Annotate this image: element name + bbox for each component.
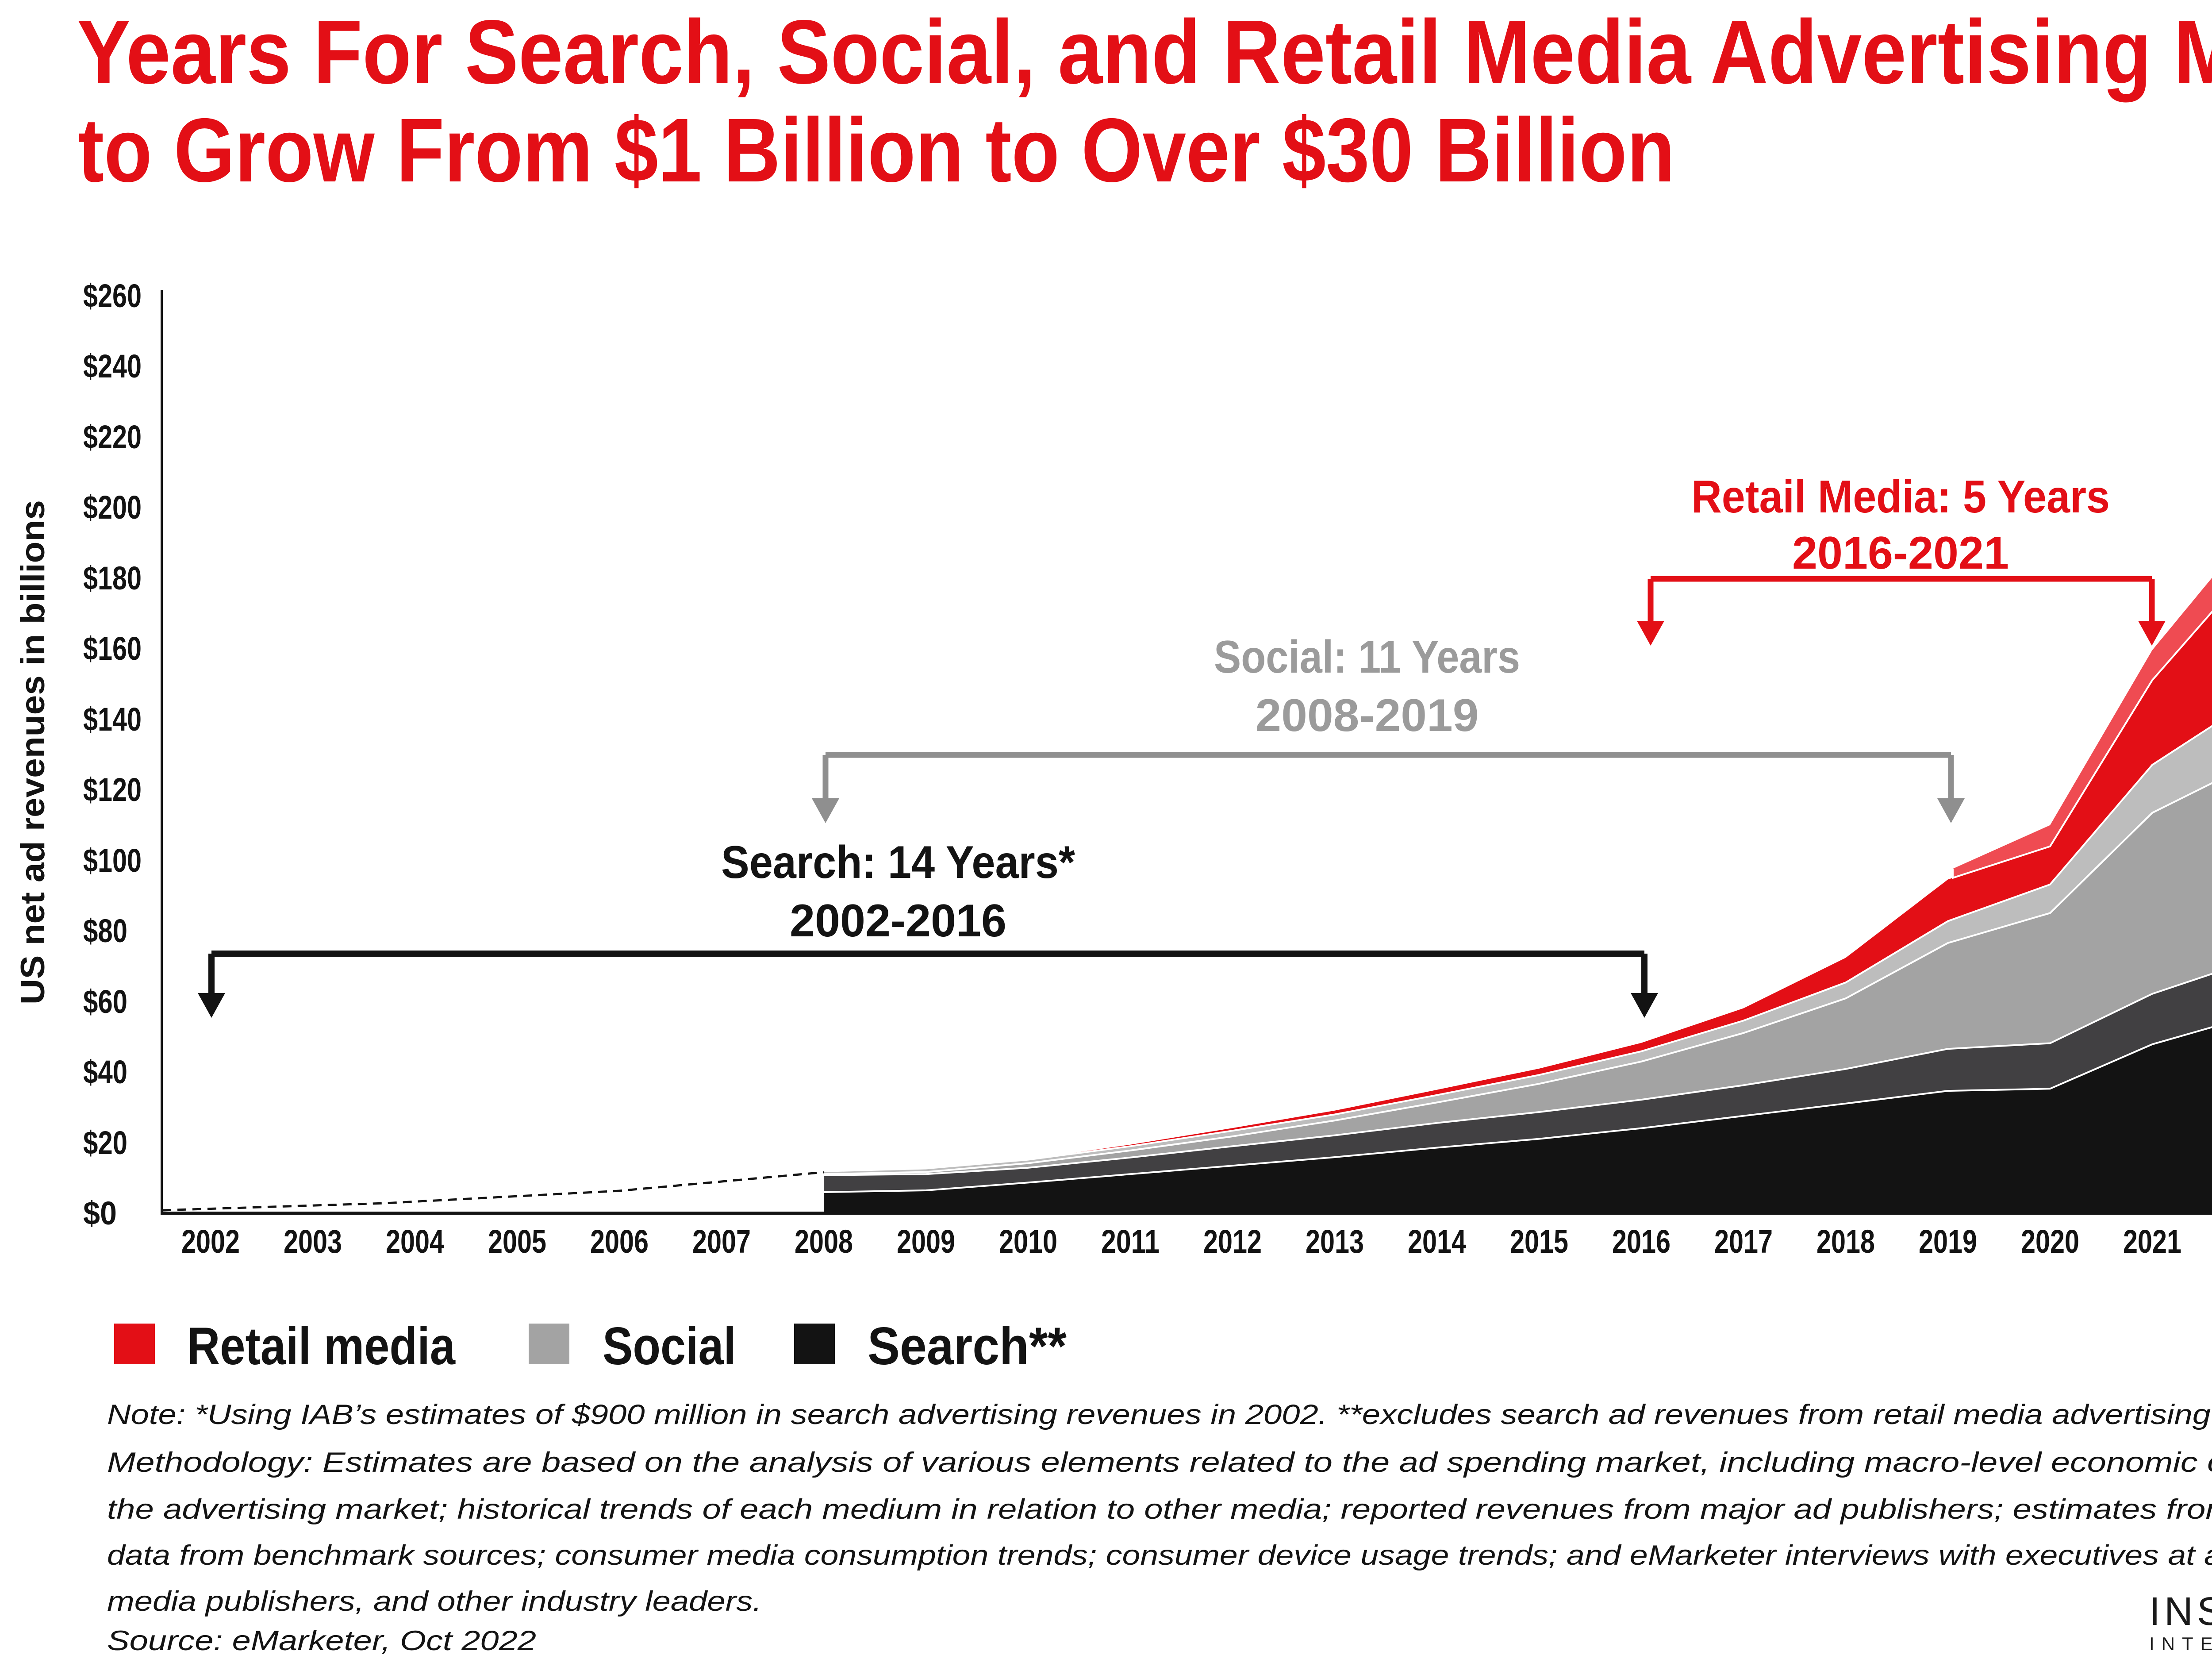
svg-text:Methodology: Estimates are bas: Methodology: Estimates are based on the … bbox=[107, 1447, 2212, 1478]
svg-text:Note: *Using IAB’s estimates o: Note: *Using IAB’s estimates of $900 mil… bbox=[107, 1399, 2211, 1430]
svg-text:$180: $180 bbox=[83, 560, 142, 597]
svg-text:2021: 2021 bbox=[2123, 1223, 2181, 1260]
svg-text:2016: 2016 bbox=[1612, 1223, 1671, 1260]
svg-text:to Grow From $1 Billion to Ove: to Grow From $1 Billion to Over $30 Bill… bbox=[78, 100, 1675, 201]
svg-text:2004: 2004 bbox=[386, 1223, 444, 1260]
svg-text:$60: $60 bbox=[83, 983, 127, 1020]
svg-text:Search: 14 Years*: Search: 14 Years* bbox=[721, 837, 1075, 888]
svg-text:2018: 2018 bbox=[1816, 1223, 1875, 1260]
svg-text:2009: 2009 bbox=[897, 1223, 955, 1260]
svg-text:2007: 2007 bbox=[692, 1223, 751, 1260]
svg-text:Retail media: Retail media bbox=[187, 1316, 456, 1376]
svg-text:2010: 2010 bbox=[999, 1223, 1057, 1260]
svg-text:2002: 2002 bbox=[181, 1223, 240, 1260]
svg-text:2014: 2014 bbox=[1408, 1223, 1466, 1260]
svg-text:$100: $100 bbox=[83, 842, 142, 879]
svg-text:$140: $140 bbox=[83, 701, 142, 738]
svg-text:Retail Media: 5 Years: Retail Media: 5 Years bbox=[1691, 471, 2110, 523]
svg-text:Search**: Search** bbox=[868, 1316, 1067, 1376]
svg-text:INSIDER: INSIDER bbox=[2149, 1590, 2212, 1634]
svg-text:2002-2016: 2002-2016 bbox=[790, 895, 1006, 947]
svg-text:$20: $20 bbox=[83, 1124, 127, 1161]
svg-text:the advertising market; histor: the advertising market; historical trend… bbox=[107, 1494, 2212, 1525]
svg-text:2011: 2011 bbox=[1101, 1223, 1160, 1260]
svg-text:2003: 2003 bbox=[284, 1223, 342, 1260]
svg-text:2015: 2015 bbox=[1510, 1223, 1568, 1260]
svg-text:2016-2021: 2016-2021 bbox=[1792, 527, 2009, 579]
svg-text:$160: $160 bbox=[83, 630, 142, 667]
svg-text:Source: eMarketer, Oct 2022: Source: eMarketer, Oct 2022 bbox=[107, 1625, 536, 1655]
svg-text:$40: $40 bbox=[83, 1054, 127, 1090]
svg-text:Social: 11 Years: Social: 11 Years bbox=[1214, 631, 1520, 683]
svg-text:$260: $260 bbox=[83, 277, 142, 314]
svg-text:US net ad revenues in billions: US net ad revenues in billions bbox=[14, 500, 52, 1005]
svg-text:$120: $120 bbox=[83, 771, 142, 808]
svg-text:media publishers, and other in: media publishers, and other industry lea… bbox=[107, 1586, 762, 1617]
svg-text:2013: 2013 bbox=[1306, 1223, 1364, 1260]
svg-text:2012: 2012 bbox=[1203, 1223, 1262, 1260]
svg-text:2006: 2006 bbox=[590, 1223, 649, 1260]
svg-text:$240: $240 bbox=[83, 348, 142, 385]
svg-text:data from benchmark sources; c: data from benchmark sources; consumer me… bbox=[107, 1540, 2212, 1571]
svg-text:$220: $220 bbox=[83, 419, 142, 455]
svg-text:2008: 2008 bbox=[795, 1223, 853, 1260]
svg-text:$80: $80 bbox=[83, 912, 127, 949]
svg-text:2008-2019: 2008-2019 bbox=[1256, 690, 1479, 741]
svg-text:2020: 2020 bbox=[2021, 1223, 2079, 1260]
svg-text:$200: $200 bbox=[83, 489, 142, 526]
svg-text:$0: $0 bbox=[83, 1195, 117, 1232]
svg-text:Social: Social bbox=[603, 1316, 736, 1376]
svg-text:INTELLIGENCE: INTELLIGENCE bbox=[2149, 1633, 2212, 1654]
svg-text:2017: 2017 bbox=[1714, 1223, 1773, 1260]
svg-text:2005: 2005 bbox=[488, 1223, 546, 1260]
svg-text:Years For Search, Social, and: Years For Search, Social, and Retail Med… bbox=[77, 1, 2212, 103]
svg-text:2019: 2019 bbox=[1919, 1223, 1977, 1260]
